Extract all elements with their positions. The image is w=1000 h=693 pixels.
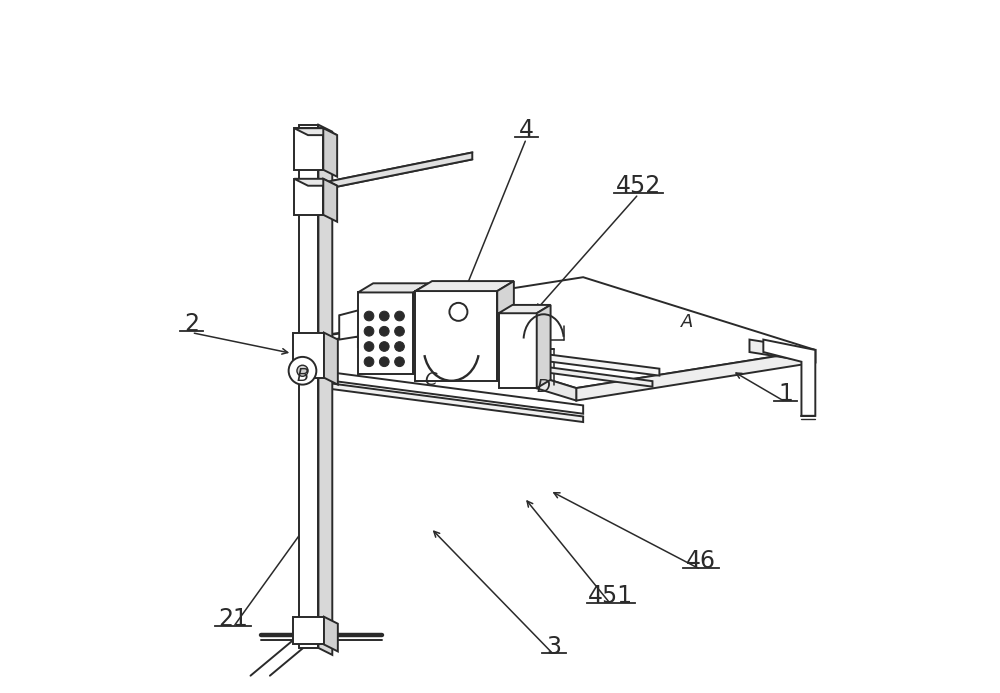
Text: D: D <box>537 378 551 396</box>
Polygon shape <box>576 350 815 401</box>
Circle shape <box>364 357 374 367</box>
Polygon shape <box>537 305 551 388</box>
Polygon shape <box>499 313 537 388</box>
Polygon shape <box>318 125 332 655</box>
Polygon shape <box>324 333 338 385</box>
Polygon shape <box>294 179 337 186</box>
Circle shape <box>364 342 374 351</box>
Polygon shape <box>497 281 514 381</box>
Text: 2: 2 <box>184 313 199 336</box>
Circle shape <box>364 311 374 321</box>
Polygon shape <box>339 308 382 340</box>
Polygon shape <box>351 329 659 376</box>
Polygon shape <box>323 179 337 222</box>
Circle shape <box>379 326 389 336</box>
Polygon shape <box>323 128 337 177</box>
Polygon shape <box>341 277 815 388</box>
Text: B: B <box>296 367 309 385</box>
Polygon shape <box>294 128 337 135</box>
Polygon shape <box>330 372 583 414</box>
Circle shape <box>379 311 389 321</box>
Circle shape <box>395 342 404 351</box>
Text: A: A <box>681 313 693 331</box>
Text: 451: 451 <box>588 584 633 608</box>
Text: 452: 452 <box>616 174 661 198</box>
Polygon shape <box>330 383 583 422</box>
Polygon shape <box>499 305 551 313</box>
Circle shape <box>364 326 374 336</box>
Text: 4: 4 <box>519 119 534 142</box>
Circle shape <box>379 342 389 351</box>
Polygon shape <box>294 179 323 215</box>
Polygon shape <box>294 128 323 170</box>
Polygon shape <box>413 283 429 374</box>
Polygon shape <box>341 315 576 401</box>
Text: 3: 3 <box>547 635 562 658</box>
Circle shape <box>449 303 467 321</box>
Circle shape <box>395 311 404 321</box>
Polygon shape <box>358 283 429 292</box>
Circle shape <box>395 357 404 367</box>
Text: 21: 21 <box>218 607 248 631</box>
Circle shape <box>289 357 316 385</box>
Polygon shape <box>293 333 324 378</box>
Text: 46: 46 <box>686 550 716 573</box>
Polygon shape <box>299 125 318 648</box>
Polygon shape <box>293 617 324 644</box>
Text: 1: 1 <box>778 382 793 405</box>
Polygon shape <box>749 340 815 362</box>
Polygon shape <box>324 617 338 651</box>
Circle shape <box>395 326 404 336</box>
Polygon shape <box>358 292 413 374</box>
Polygon shape <box>763 340 815 416</box>
Polygon shape <box>328 152 472 188</box>
Circle shape <box>297 365 308 376</box>
Polygon shape <box>415 281 514 291</box>
Circle shape <box>379 357 389 367</box>
Polygon shape <box>415 291 497 381</box>
Polygon shape <box>358 342 652 387</box>
Text: C: C <box>424 371 437 389</box>
